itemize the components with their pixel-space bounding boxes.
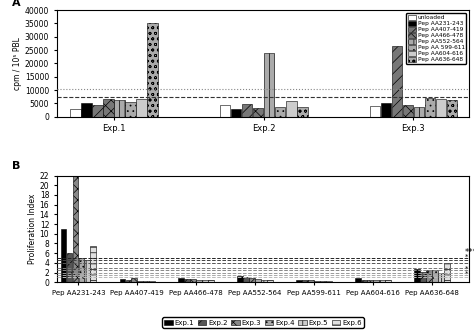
Bar [119, 279, 125, 282]
Bar [426, 270, 432, 282]
Bar [370, 106, 380, 117]
Bar [432, 270, 438, 282]
Legend: unloaded, Pep AA231-243, Pep AA407-419, Pep AA466-478, Pep AA552-564, Pep AA 599: unloaded, Pep AA231-243, Pep AA407-419, … [406, 13, 466, 64]
Bar [91, 246, 96, 282]
Bar [220, 105, 230, 117]
Bar [308, 280, 314, 282]
Bar [392, 46, 402, 117]
Bar [381, 103, 391, 117]
Bar [264, 53, 274, 117]
Bar [402, 105, 413, 117]
Bar [79, 258, 84, 282]
Bar [361, 280, 367, 282]
Bar [438, 272, 444, 282]
Text: ***: *** [465, 248, 474, 257]
Bar [379, 280, 385, 282]
Bar [314, 281, 320, 282]
Bar [414, 269, 420, 282]
Bar [70, 109, 81, 117]
Bar [81, 103, 91, 117]
Bar [302, 280, 308, 282]
Bar [67, 253, 73, 282]
Bar [255, 279, 261, 282]
Legend: Exp.1, Exp.2, Exp.3, Exp.4, Exp.5, Exp.6: Exp.1, Exp.2, Exp.3, Exp.4, Exp.5, Exp.6 [163, 318, 364, 328]
Bar [84, 260, 90, 282]
Bar [208, 280, 214, 282]
Bar [297, 107, 308, 117]
Bar [373, 280, 379, 282]
Y-axis label: cpm / 10⁵ PBL: cpm / 10⁵ PBL [13, 37, 22, 90]
Bar [420, 271, 426, 282]
Text: B: B [11, 161, 20, 171]
Y-axis label: Proliferation Index: Proliferation Index [28, 194, 37, 264]
Bar [184, 279, 190, 282]
Bar [137, 281, 143, 282]
Bar [355, 278, 361, 282]
Bar [114, 100, 125, 117]
Bar [237, 277, 243, 282]
Bar [103, 99, 114, 117]
Text: *: * [465, 254, 468, 260]
Bar [126, 280, 131, 282]
Bar [73, 175, 78, 282]
Bar [61, 229, 66, 282]
Bar [414, 108, 424, 117]
Bar [249, 278, 255, 282]
Bar [131, 278, 137, 282]
Bar [286, 101, 297, 117]
Text: *: * [465, 266, 468, 272]
Bar [320, 281, 326, 282]
Bar [436, 99, 447, 117]
Bar [243, 278, 249, 282]
Bar [367, 280, 373, 282]
Text: A: A [11, 0, 20, 8]
Bar [144, 281, 149, 282]
Bar [202, 280, 208, 282]
Bar [253, 108, 264, 117]
Bar [147, 24, 158, 117]
Bar [447, 100, 457, 117]
Bar [296, 280, 302, 282]
Bar [231, 109, 241, 117]
Bar [326, 281, 332, 282]
Bar [179, 278, 184, 282]
Bar [191, 279, 196, 282]
Bar [92, 105, 103, 117]
Bar [261, 280, 267, 282]
Bar [242, 104, 252, 117]
Bar [275, 107, 285, 117]
Bar [444, 263, 449, 282]
Bar [196, 280, 202, 282]
Bar [125, 102, 136, 117]
Bar [385, 280, 391, 282]
Text: *: * [465, 271, 468, 277]
Bar [425, 98, 435, 117]
Bar [137, 99, 147, 117]
Bar [149, 281, 155, 282]
Bar [267, 280, 273, 282]
